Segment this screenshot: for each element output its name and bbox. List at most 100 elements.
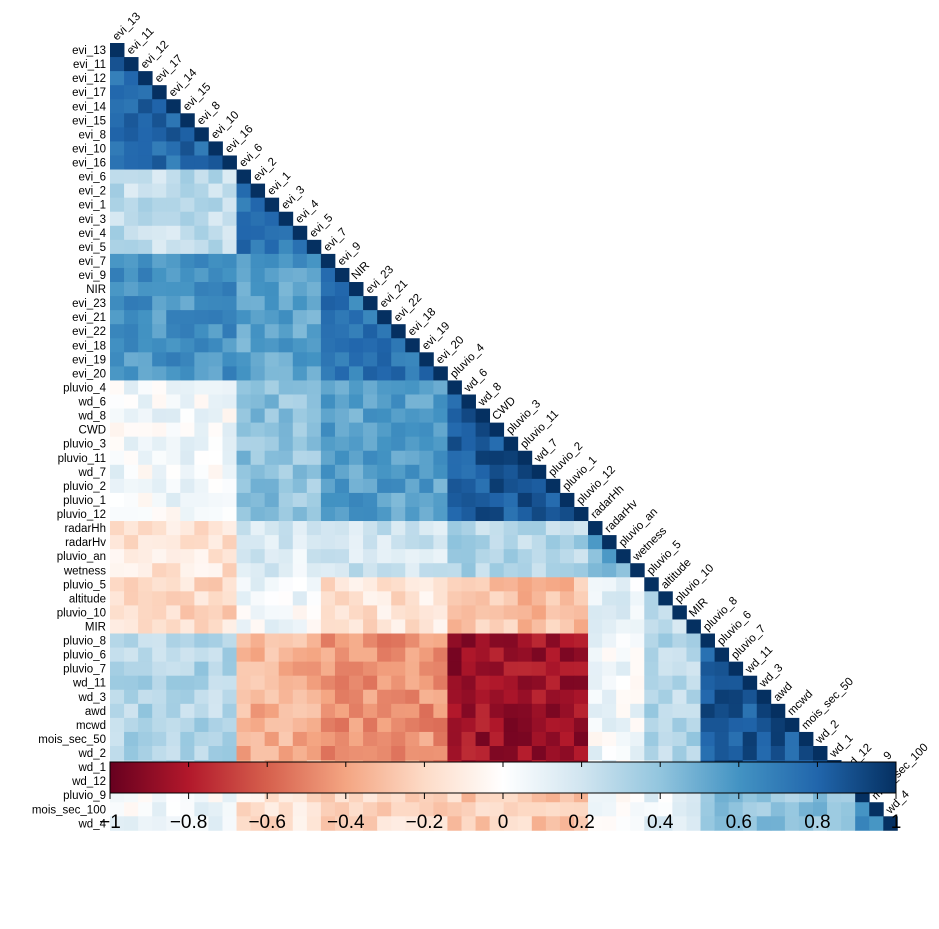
heatmap-cell bbox=[250, 816, 266, 831]
heatmap-cell bbox=[756, 717, 772, 733]
heatmap-cell bbox=[180, 394, 195, 409]
heatmap-cell bbox=[349, 506, 364, 522]
heatmap-cell bbox=[363, 802, 378, 817]
heatmap-cell bbox=[194, 155, 209, 170]
heatmap-cell bbox=[292, 802, 308, 817]
heatmap-cell bbox=[503, 689, 519, 705]
heatmap-cell bbox=[616, 816, 631, 831]
heatmap-cell bbox=[545, 703, 561, 719]
heatmap-cell bbox=[419, 366, 434, 381]
heatmap-cell bbox=[672, 633, 687, 648]
heatmap-cell bbox=[630, 661, 645, 677]
heatmap-cell bbox=[306, 689, 322, 705]
heatmap-cell bbox=[433, 436, 448, 452]
heatmap-cell bbox=[447, 464, 462, 480]
row-label: CWD bbox=[79, 425, 106, 437]
heatmap-cell bbox=[377, 647, 392, 663]
heatmap-cell bbox=[152, 99, 167, 114]
row-label: evi_10 bbox=[72, 143, 106, 155]
heatmap-cell bbox=[559, 521, 575, 536]
heatmap-cell bbox=[152, 521, 167, 536]
heatmap-cell bbox=[349, 338, 364, 353]
heatmap-cell bbox=[320, 746, 336, 761]
heatmap-cell bbox=[489, 436, 505, 452]
heatmap-cell bbox=[616, 577, 631, 592]
heatmap-cell bbox=[306, 549, 322, 564]
heatmap-cell bbox=[138, 563, 153, 578]
heatmap-cell bbox=[686, 619, 701, 634]
heatmap-cell bbox=[349, 563, 364, 578]
heatmap-cell bbox=[152, 422, 167, 438]
heatmap-cell bbox=[363, 296, 378, 311]
heatmap-cell bbox=[475, 731, 491, 747]
heatmap-cell bbox=[447, 675, 462, 691]
heatmap-cell bbox=[728, 731, 744, 747]
heatmap-cell bbox=[475, 549, 491, 564]
heatmap-cell bbox=[391, 619, 406, 634]
heatmap-cell bbox=[222, 253, 237, 269]
heatmap-cell bbox=[616, 717, 631, 733]
heatmap-cell bbox=[306, 802, 322, 817]
heatmap-cell bbox=[222, 169, 237, 184]
heatmap-cell bbox=[306, 366, 322, 381]
heatmap-cell bbox=[306, 380, 322, 395]
heatmap-cell bbox=[405, 563, 420, 578]
heatmap-cell bbox=[419, 422, 434, 438]
heatmap-cell bbox=[447, 633, 462, 648]
heatmap-cell bbox=[292, 731, 308, 747]
heatmap-cell bbox=[559, 703, 575, 719]
heatmap-cell bbox=[349, 394, 364, 409]
heatmap-cell bbox=[419, 492, 434, 508]
heatmap-cell bbox=[742, 675, 758, 691]
heatmap-cell bbox=[194, 183, 209, 199]
heatmap-cell bbox=[208, 239, 223, 255]
heatmap-cell bbox=[166, 591, 181, 606]
heatmap-cell bbox=[672, 605, 687, 620]
heatmap-cell bbox=[208, 549, 223, 564]
heatmap-cell bbox=[222, 661, 237, 677]
heatmap-cell bbox=[658, 661, 673, 677]
heatmap-cell bbox=[236, 366, 251, 381]
heatmap-cell bbox=[236, 731, 251, 747]
heatmap-cell bbox=[700, 661, 715, 677]
heatmap-cell bbox=[405, 717, 420, 733]
heatmap-cell bbox=[208, 661, 223, 677]
heatmap-cell bbox=[250, 408, 266, 424]
heatmap-cell bbox=[602, 746, 617, 761]
heatmap-cell bbox=[208, 563, 223, 578]
row-label: mois_sec_50 bbox=[38, 734, 106, 746]
heatmap-cell bbox=[531, 647, 547, 663]
heatmap-cell bbox=[334, 478, 350, 494]
heatmap-cell bbox=[320, 464, 336, 480]
heatmap-cell bbox=[222, 155, 237, 170]
heatmap-cell bbox=[770, 746, 786, 761]
heatmap-cell bbox=[517, 521, 533, 536]
heatmap-cell bbox=[152, 717, 167, 733]
heatmap-cell bbox=[124, 113, 139, 128]
heatmap-cell bbox=[166, 633, 181, 648]
heatmap-cell bbox=[124, 267, 139, 283]
heatmap-cell bbox=[180, 577, 195, 592]
heatmap-cell bbox=[152, 802, 167, 817]
heatmap-cell bbox=[517, 619, 533, 634]
heatmap-cell bbox=[798, 746, 814, 761]
heatmap-cell bbox=[545, 689, 561, 705]
heatmap-cell bbox=[334, 577, 350, 592]
row-label: radarHh bbox=[64, 523, 106, 535]
row-label: pluvio_4 bbox=[63, 382, 106, 394]
heatmap-cell bbox=[166, 169, 181, 184]
heatmap-cell bbox=[124, 99, 139, 114]
heatmap-cell bbox=[124, 816, 139, 831]
heatmap-cell bbox=[320, 422, 336, 438]
heatmap-cell bbox=[658, 816, 673, 831]
heatmap-cell bbox=[391, 549, 406, 564]
heatmap-cell bbox=[363, 731, 378, 747]
heatmap-cell bbox=[644, 816, 659, 831]
heatmap-cell bbox=[503, 619, 519, 634]
row-label: wd_12 bbox=[71, 776, 106, 788]
heatmap-cell bbox=[138, 225, 153, 241]
heatmap-cell bbox=[447, 422, 462, 438]
heatmap-cell bbox=[152, 591, 167, 606]
heatmap-cell bbox=[264, 239, 280, 255]
heatmap-cell bbox=[573, 731, 589, 747]
